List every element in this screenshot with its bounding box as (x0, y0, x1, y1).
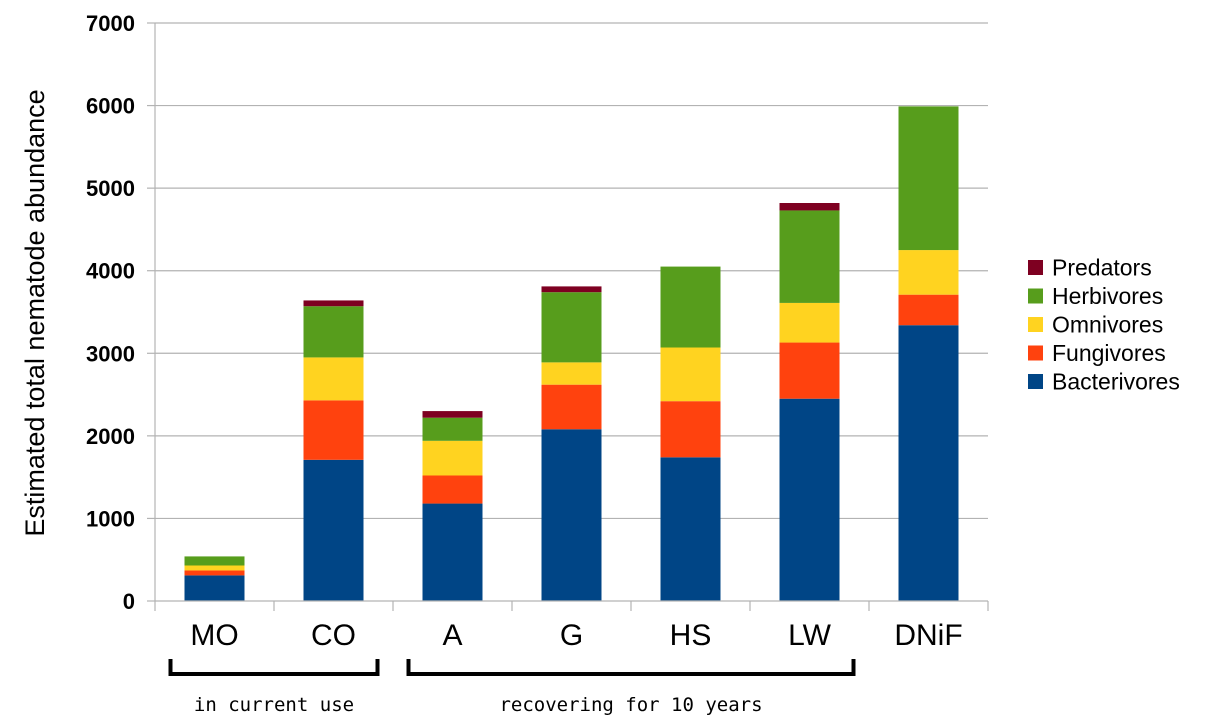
y-tick-label: 3000 (86, 341, 135, 366)
bar-fungivores-dnif (898, 294, 959, 326)
bar-bacterivores-a (422, 503, 483, 601)
y-tick-label: 4000 (86, 259, 135, 284)
bar-predators-g (541, 286, 602, 293)
group-bracket (168, 659, 380, 676)
bar-fungivores-lw (779, 342, 840, 399)
bar-fungivores-hs (660, 401, 721, 458)
x-tick-label: CO (311, 619, 356, 652)
bar-fungivores-mo (184, 570, 245, 576)
group-label: in current use (194, 694, 354, 716)
axes (154, 23, 989, 611)
legend-swatch (1028, 317, 1043, 332)
x-tick-label: LW (788, 619, 831, 652)
x-tick-label: G (560, 619, 583, 652)
bar-herbivores-co (303, 306, 364, 358)
legend-swatch (1028, 288, 1043, 304)
group-bracket (406, 659, 856, 676)
bar-omnivores-dnif (898, 250, 959, 295)
legend-label: Bacterivores (1052, 369, 1180, 395)
bar-omnivores-mo (184, 565, 245, 571)
bar-omnivores-a (422, 440, 483, 476)
bar-omnivores-g (541, 362, 602, 385)
x-tick-label: DNiF (894, 619, 962, 652)
legend-swatch (1028, 345, 1043, 361)
y-tick-label: 0 (123, 589, 135, 614)
x-tick-label: MO (190, 619, 238, 652)
bar-herbivores-mo (184, 556, 245, 566)
bar-predators-co (303, 300, 364, 307)
y-tick-label: 5000 (86, 176, 135, 201)
bar-bacterivores-hs (660, 457, 721, 601)
category-groups: in current use recovering for 10 years (168, 659, 856, 716)
bar-bacterivores-mo (184, 575, 245, 601)
group-label: recovering for 10 years (499, 694, 762, 716)
bar-herbivores-hs (660, 266, 721, 348)
y-axis-label: Estimated total nematode abundance (20, 89, 50, 536)
y-tick-label: 2000 (86, 424, 135, 449)
bar-herbivores-lw (779, 210, 840, 303)
bar-predators-lw (779, 203, 840, 211)
bars (184, 106, 959, 601)
bar-fungivores-a (422, 475, 483, 504)
legend-swatch (1028, 260, 1043, 275)
legend-label: Fungivores (1052, 340, 1166, 366)
bar-herbivores-dnif (898, 106, 959, 251)
y-tick-label: 7000 (86, 11, 135, 36)
x-tick-label: A (442, 619, 462, 652)
legend-swatch (1028, 374, 1043, 389)
x-tick-label: HS (670, 619, 712, 652)
y-tick-label: 1000 (86, 506, 135, 531)
bar-omnivores-hs (660, 347, 721, 402)
bar-fungivores-co (303, 400, 364, 460)
x-tick-labels: MO CO A G HS LW DNiF (190, 619, 962, 652)
y-tick-labels: 0 1000 2000 3000 4000 5000 6000 7000 (86, 11, 135, 614)
y-tick-label: 6000 (86, 94, 135, 119)
legend-label: Predators (1052, 255, 1152, 281)
bar-bacterivores-lw (779, 398, 840, 601)
bar-omnivores-lw (779, 302, 840, 343)
legend-label: Omnivores (1052, 312, 1163, 338)
bar-bacterivores-co (303, 459, 364, 601)
bar-herbivores-a (422, 417, 483, 441)
legend-label: Herbivores (1052, 283, 1163, 309)
bar-bacterivores-g (541, 429, 602, 601)
bar-predators-a (422, 411, 483, 418)
bar-herbivores-g (541, 292, 602, 363)
bar-fungivores-g (541, 384, 602, 430)
bar-omnivores-co (303, 357, 364, 401)
bar-bacterivores-dnif (898, 325, 959, 601)
